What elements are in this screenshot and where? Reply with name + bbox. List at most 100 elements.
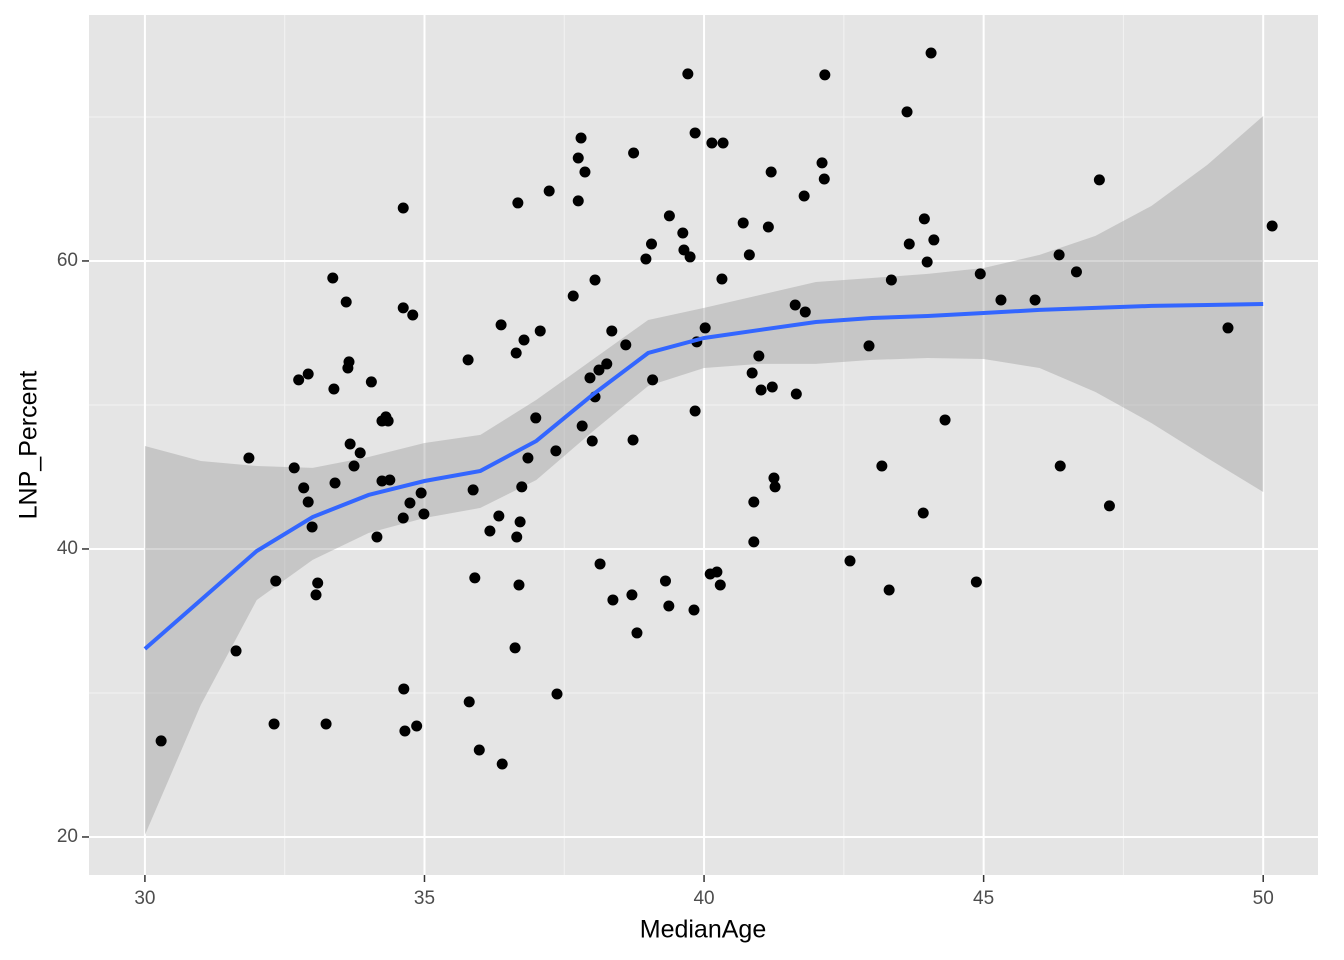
point	[467, 484, 479, 496]
point	[371, 531, 383, 543]
point	[268, 718, 280, 730]
y-tick-label: 60	[57, 250, 78, 271]
point	[270, 575, 282, 587]
point	[510, 347, 522, 359]
y-tick-label: 40	[57, 538, 78, 559]
point	[463, 696, 475, 708]
point	[473, 744, 485, 756]
point	[418, 508, 430, 520]
point	[711, 566, 723, 578]
point	[522, 452, 534, 464]
point	[594, 558, 606, 570]
smooth-line	[143, 302, 1264, 651]
point	[155, 735, 167, 747]
point	[343, 356, 355, 368]
point	[885, 274, 897, 286]
point	[790, 388, 802, 400]
point	[917, 507, 929, 519]
point	[766, 381, 778, 393]
point	[329, 477, 341, 489]
point	[620, 339, 632, 351]
point	[496, 758, 508, 770]
point	[753, 350, 765, 362]
point	[1053, 249, 1065, 261]
point	[995, 294, 1007, 306]
point	[327, 272, 339, 284]
point	[243, 452, 255, 464]
point	[844, 555, 856, 567]
point	[509, 642, 521, 654]
point	[288, 462, 300, 474]
point	[384, 474, 396, 486]
point	[407, 309, 419, 321]
point	[901, 106, 913, 118]
point	[397, 512, 409, 524]
point	[607, 594, 619, 606]
point	[484, 525, 496, 537]
point	[631, 627, 643, 639]
point	[567, 290, 579, 302]
point	[530, 412, 542, 424]
point	[404, 497, 416, 509]
point	[921, 256, 933, 268]
point	[863, 340, 875, 352]
point	[575, 132, 587, 144]
x-axis-title: MedianAge	[640, 916, 766, 944]
point	[328, 383, 340, 395]
point	[397, 302, 409, 314]
x-tick-label: 50	[1253, 888, 1274, 909]
point	[925, 47, 937, 59]
point	[974, 268, 986, 280]
point	[743, 249, 755, 261]
point	[1103, 500, 1115, 512]
point	[939, 414, 951, 426]
point	[819, 69, 831, 81]
point	[340, 296, 352, 308]
point	[493, 510, 505, 522]
point	[415, 487, 427, 499]
point	[512, 197, 524, 209]
point	[682, 68, 694, 80]
point	[818, 173, 830, 185]
point	[627, 434, 639, 446]
point	[572, 152, 584, 164]
point	[659, 575, 671, 587]
point	[589, 274, 601, 286]
point	[1054, 460, 1066, 472]
point	[626, 589, 638, 601]
point	[511, 531, 523, 543]
point	[816, 157, 828, 169]
point	[462, 354, 474, 366]
point	[1029, 294, 1041, 306]
point	[677, 227, 689, 239]
point	[688, 604, 700, 616]
point	[411, 720, 423, 732]
point	[312, 577, 324, 589]
point	[1070, 266, 1082, 278]
point	[1093, 174, 1105, 186]
point	[903, 238, 915, 250]
point	[789, 299, 801, 311]
point	[543, 185, 555, 197]
point	[593, 364, 605, 376]
point	[320, 718, 332, 730]
point	[684, 251, 696, 263]
point	[516, 481, 528, 493]
point	[769, 481, 781, 493]
point	[647, 374, 659, 386]
x-tick-label: 30	[134, 888, 155, 909]
point	[755, 384, 767, 396]
point	[883, 584, 895, 596]
point	[762, 221, 774, 233]
point	[551, 688, 563, 700]
point	[928, 234, 940, 246]
point	[514, 516, 526, 528]
point	[550, 445, 562, 457]
point	[398, 683, 410, 695]
x-tick-label: 40	[693, 888, 714, 909]
point	[876, 460, 888, 472]
point	[918, 213, 930, 225]
point	[1222, 322, 1234, 334]
